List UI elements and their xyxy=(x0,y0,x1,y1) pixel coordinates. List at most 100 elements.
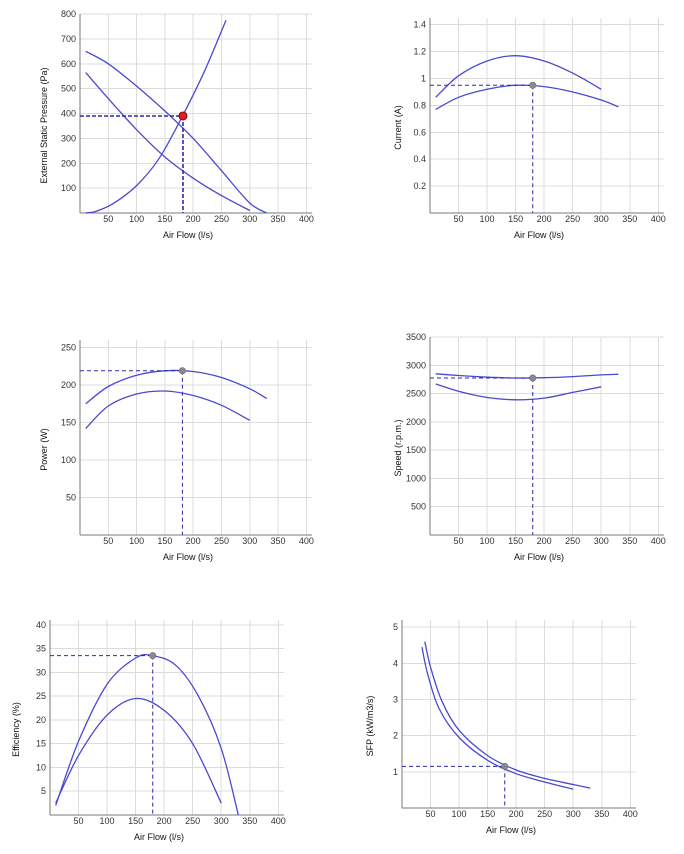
y-tick-label: 1 xyxy=(393,767,398,777)
x-tick-label: 300 xyxy=(242,214,257,224)
y-tick-label: 200 xyxy=(61,380,76,390)
operating-point-marker xyxy=(501,762,509,770)
y-tick-label: 1.2 xyxy=(413,47,426,57)
y-tick-label: 3000 xyxy=(406,360,426,370)
y-tick-label: 35 xyxy=(36,644,46,654)
y-tick-label: 40 xyxy=(36,620,46,630)
y-tick-label: 4 xyxy=(393,658,398,668)
x-tick-label: 200 xyxy=(186,536,201,546)
x-tick-label: 100 xyxy=(480,536,495,546)
y-tick-label: 0.8 xyxy=(413,100,426,110)
x-tick-label: 100 xyxy=(452,809,467,819)
plot-area xyxy=(80,340,312,535)
x-tick-label: 250 xyxy=(214,214,229,224)
plot-area xyxy=(430,337,664,535)
y-tick-label: 100 xyxy=(61,455,76,465)
y-tick-label: 5 xyxy=(41,786,46,796)
x-tick-label: 150 xyxy=(157,536,172,546)
y-tick-label: 2 xyxy=(393,731,398,741)
x-tick-label: 400 xyxy=(271,816,286,826)
y-axis-label: SFP (kW/m3/s) xyxy=(365,696,375,757)
series-line xyxy=(85,390,251,429)
x-tick-label: 250 xyxy=(537,809,552,819)
x-tick-label: 100 xyxy=(129,214,144,224)
x-tick-label: 200 xyxy=(186,214,201,224)
plot-area xyxy=(402,620,636,808)
y-tick-label: 1.4 xyxy=(413,20,426,30)
y-tick-label: 400 xyxy=(61,109,76,119)
x-tick-label: 100 xyxy=(129,536,144,546)
x-tick-label: 50 xyxy=(426,809,436,819)
y-axis-label: Power (W) xyxy=(39,428,49,471)
y-tick-label: 0.4 xyxy=(413,154,426,164)
y-tick-label: 250 xyxy=(61,343,76,353)
plot-area xyxy=(50,620,284,815)
x-tick-label: 350 xyxy=(271,214,286,224)
series-line xyxy=(421,646,574,790)
x-tick-label: 300 xyxy=(594,214,609,224)
x-tick-label: 350 xyxy=(242,816,257,826)
x-axis-label: Air Flow (l/s) xyxy=(514,552,564,562)
y-tick-label: 700 xyxy=(61,34,76,44)
operating-point-marker xyxy=(529,374,537,382)
x-tick-label: 350 xyxy=(622,536,637,546)
x-tick-label: 350 xyxy=(622,214,637,224)
chart-sfp: 50 100 150 200 250 300 350 400 1 2 3 4 5 Air Flow (l/… xyxy=(365,620,638,835)
y-tick-label: 800 xyxy=(61,9,76,19)
operating-point-marker xyxy=(529,81,537,89)
x-tick-label: 50 xyxy=(454,536,464,546)
y-tick-label: 25 xyxy=(36,691,46,701)
y-tick-label: 150 xyxy=(61,418,76,428)
y-tick-label: 20 xyxy=(36,715,46,725)
x-tick-label: 250 xyxy=(185,816,200,826)
x-tick-label: 100 xyxy=(480,214,495,224)
series-line xyxy=(85,50,268,214)
x-tick-label: 400 xyxy=(651,214,666,224)
operating-point-marker xyxy=(178,111,188,121)
x-tick-label: 50 xyxy=(103,536,113,546)
x-tick-label: 250 xyxy=(214,536,229,546)
y-tick-label: 200 xyxy=(61,158,76,168)
x-tick-label: 400 xyxy=(299,536,314,546)
x-tick-label: 150 xyxy=(508,214,523,224)
x-tick-label: 150 xyxy=(157,214,172,224)
x-axis-label: Air Flow (l/s) xyxy=(514,230,564,240)
x-tick-label: 350 xyxy=(271,536,286,546)
x-tick-label: 200 xyxy=(537,536,552,546)
x-axis-label: Air Flow (l/s) xyxy=(163,552,213,562)
x-tick-label: 350 xyxy=(594,809,609,819)
chart-current: 50 100 150 200 250 300 350 400 0.2 0.4 0.6 0.8 1 1.2 1… xyxy=(393,18,666,240)
y-axis-label: External Static Pressure (Pa) xyxy=(39,67,49,183)
x-tick-label: 200 xyxy=(537,214,552,224)
x-tick-label: 50 xyxy=(454,214,464,224)
x-axis-label: Air Flow (l/s) xyxy=(486,825,536,835)
y-tick-label: 2500 xyxy=(406,389,426,399)
x-tick-label: 50 xyxy=(74,816,84,826)
y-tick-label: 500 xyxy=(411,502,426,512)
x-tick-label: 300 xyxy=(214,816,229,826)
x-tick-label: 250 xyxy=(565,214,580,224)
x-axis-label: Air Flow (l/s) xyxy=(163,230,213,240)
y-tick-label: 50 xyxy=(66,493,76,503)
x-tick-label: 400 xyxy=(623,809,638,819)
y-tick-label: 15 xyxy=(36,739,46,749)
series-line xyxy=(55,697,222,804)
x-tick-label: 150 xyxy=(480,809,495,819)
x-tick-label: 100 xyxy=(100,816,115,826)
y-tick-label: 30 xyxy=(36,667,46,677)
y-axis-label: Current (A) xyxy=(393,105,403,150)
y-tick-label: 600 xyxy=(61,59,76,69)
operating-point-marker xyxy=(178,367,186,375)
y-tick-label: 5 xyxy=(393,622,398,632)
y-tick-label: 1000 xyxy=(406,473,426,483)
x-tick-label: 200 xyxy=(509,809,524,819)
y-axis-label: Speed (r.p.m.) xyxy=(393,419,403,476)
x-tick-label: 400 xyxy=(299,214,314,224)
y-tick-label: 3 xyxy=(393,695,398,705)
chart-power: 50 100 150 200 250 300 350 40050100150200250Air… xyxy=(39,340,314,562)
y-tick-label: 10 xyxy=(36,762,46,772)
x-tick-label: 300 xyxy=(242,536,257,546)
x-tick-label: 300 xyxy=(566,809,581,819)
operating-point-marker xyxy=(149,652,157,660)
